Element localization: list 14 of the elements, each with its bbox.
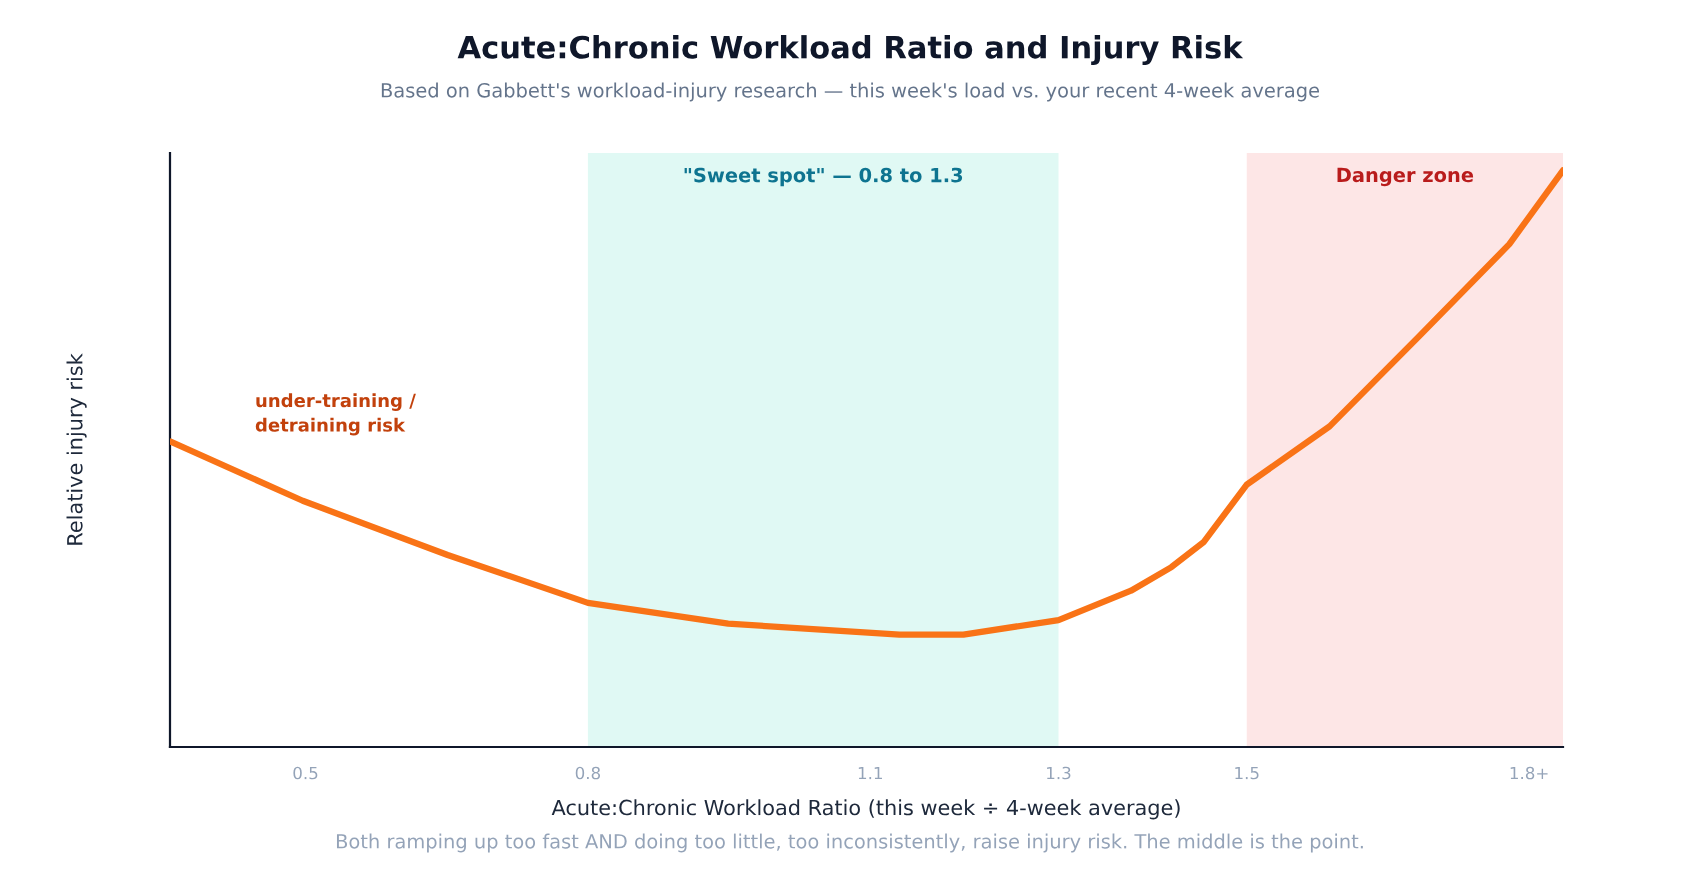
x-tick-label: 1.8+ (1510, 766, 1548, 780)
chart-title: Acute:Chronic Workload Ratio and Injury Risk (457, 35, 1244, 65)
x-tick-label: 0.5 (293, 766, 318, 780)
x-tick-label: 1.3 (1047, 766, 1071, 780)
band-label: Danger zone (1337, 167, 1474, 187)
x-tick-label: 1.5 (1235, 766, 1259, 780)
text: Both ramping up too fast AND doing too little, too inconsistently, raise injury risk. The middle is the point. (336, 833, 1363, 853)
y-axis-title: Relative injury risk (66, 353, 87, 545)
x-tick-label: 1.1 (858, 766, 882, 780)
chart-subtitle: Based on Gabbett's workload-injury research — this week's load vs. your recent 4-week average (381, 82, 1320, 102)
x-axis-title: Acute:Chronic Workload Ratio (this week ÷ 4-week average) (551, 799, 1180, 820)
band-label: "Sweet spot" — 0.8 to 1.3 (684, 167, 963, 187)
x-tick-label: 0.8 (575, 766, 601, 780)
annotation: under-training / detraining risk (255, 393, 416, 436)
